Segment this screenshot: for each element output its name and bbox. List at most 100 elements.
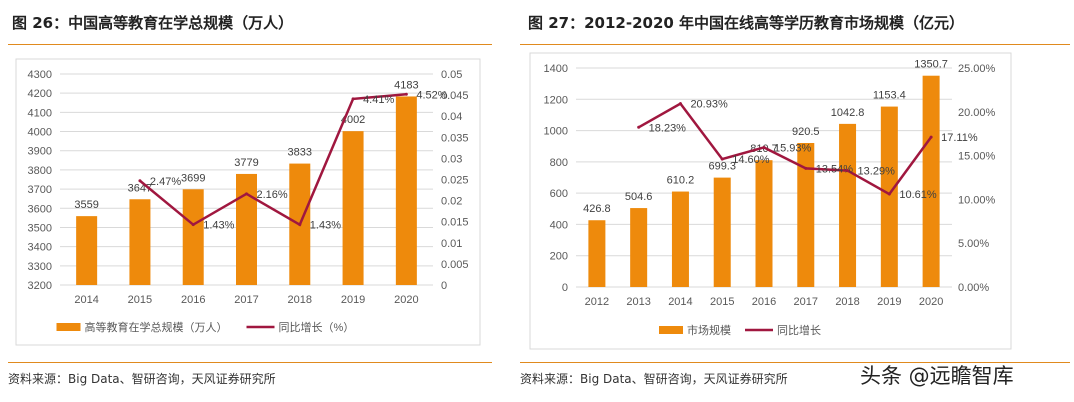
chart1-line-label: 2.47%: [150, 176, 181, 188]
chart2-left-tick-label: 1200: [544, 94, 568, 106]
chart1-bar-label: 3833: [288, 147, 312, 159]
chart2-line-point: [678, 102, 682, 106]
chart2-left-tick-label: 800: [550, 157, 568, 169]
chart1-right-tick-label: 0.03: [441, 153, 462, 165]
chart1-right-tick-label: 0.035: [441, 132, 469, 144]
chart2-bar: [671, 191, 689, 287]
chart1-x-tick-label: 2019: [341, 294, 365, 306]
chart1-legend-bar-label: 高等教育在学总规模（万人）: [85, 320, 228, 334]
chart1-right-tick-label: 0.025: [441, 175, 469, 187]
chart2-left-tick-label: 200: [550, 251, 568, 263]
chart1-x-tick-label: 2020: [394, 294, 418, 306]
left-chart-title: 图 26：中国高等教育在学总规模（万人）: [12, 14, 294, 32]
chart2-bar-label: 504.6: [625, 191, 653, 203]
chart1-x-tick-label: 2014: [74, 294, 98, 306]
chart2-right-tick-label: 10.00%: [958, 194, 996, 206]
chart2-right-tick-label: 15.00%: [958, 151, 996, 163]
chart2-line-point: [846, 169, 850, 173]
chart1-left-tick-label: 4000: [28, 127, 52, 139]
chart1-x-tick-label: 2015: [128, 294, 152, 306]
chart2-bar-label: 610.2: [667, 175, 695, 187]
chart2-bar-label: 426.8: [583, 203, 611, 215]
chart1-line-label: 1.43%: [310, 220, 341, 232]
chart2-bar-label: 1153.4: [873, 90, 906, 102]
chart2-left-tick-label: 1000: [544, 126, 568, 138]
chart2-right-tick-label: 20.00%: [958, 107, 996, 119]
chart1-left-tick-label: 3600: [28, 203, 52, 215]
chart2-line-point: [887, 192, 891, 196]
chart2-x-tick-label: 2019: [877, 296, 901, 308]
right-source: 资料来源：Big Data、智研咨询，天风证券研究所: [520, 372, 788, 386]
chart1-left-tick-label: 3300: [28, 261, 52, 273]
chart1-growth-line: [139, 93, 407, 227]
chart1-x-tick-label: 2016: [181, 294, 205, 306]
chart2-x-tick-label: 2020: [919, 296, 943, 308]
chart1-left-tick-label: 3500: [28, 222, 52, 234]
chart1-bar: [395, 96, 417, 286]
chart2-left-tick-label: 400: [550, 219, 568, 231]
chart2-line-label: 15.93%: [774, 142, 812, 154]
chart2-line-label: 13.54%: [816, 163, 854, 175]
chart2-bar-label: 699.3: [708, 161, 736, 173]
chart1-legend-line-label: 同比增长（%）: [279, 320, 355, 334]
chart1-bar: [236, 173, 257, 285]
chart2-x-tick-label: 2013: [626, 296, 650, 308]
chart2-line-point: [720, 157, 724, 161]
chart1-line-point: [351, 97, 355, 101]
chart1-right-tick-label: 0.02: [441, 196, 462, 208]
chart2-line-label: 18.23%: [649, 122, 687, 134]
chart1-right-tick-label: 0.04: [441, 111, 462, 123]
left-source: 资料来源：Big Data、智研咨询，天风证券研究所: [8, 372, 276, 386]
chart1-x-tick-label: 2018: [288, 294, 312, 306]
chart2-line-label: 20.93%: [690, 99, 728, 111]
left-title-rule: [8, 44, 492, 45]
chart1-left-tick-label: 4300: [28, 69, 52, 81]
chart2-bar: [797, 143, 815, 287]
chart1-line-label: 2.16%: [257, 189, 288, 201]
chart1-line-point: [298, 223, 302, 227]
chart1-line-label: 4.52%: [416, 89, 447, 101]
chart1-bar: [342, 131, 364, 285]
chart1-left-tick-label: 3200: [28, 280, 52, 292]
chart2-line-point: [762, 145, 766, 149]
chart2-bar: [713, 177, 731, 287]
chart1-legend-bar-swatch: [56, 323, 81, 331]
chart1-bar-label: 3699: [181, 172, 205, 184]
chart2-legend-bar-swatch: [659, 326, 683, 334]
chart2-bar: [630, 208, 648, 287]
chart1-right-tick-label: 0.005: [441, 259, 469, 271]
chart1-bar-label: 3779: [234, 157, 258, 169]
left-source-rule: [8, 362, 492, 363]
chart1-bar: [129, 199, 151, 285]
chart1-right-tick-label: 0: [441, 280, 447, 292]
chart1-left-tick-label: 3900: [28, 146, 52, 158]
chart2-x-tick-label: 2017: [794, 296, 818, 308]
chart1-bar: [76, 216, 98, 285]
chart1-left-tick-label: 4100: [28, 107, 52, 119]
right-source-rule: [520, 362, 1070, 363]
chart1-line-label: 4.41%: [363, 94, 394, 106]
chart2-line-label: 13.29%: [858, 166, 896, 178]
chart1-left-tick-label: 3400: [28, 242, 52, 254]
chart2-left-tick-label: 600: [550, 188, 568, 200]
chart2-bar-label: 1042.8: [831, 107, 865, 119]
chart2-x-tick-label: 2014: [668, 296, 692, 308]
chart2-x-tick-label: 2018: [835, 296, 859, 308]
chart1-x-tick-label: 2017: [234, 294, 258, 306]
chart1-bar-label: 4002: [341, 114, 365, 126]
chart2-legend-line-label: 同比增长: [777, 323, 821, 337]
chart2-bar-label: 1350.7: [914, 59, 948, 71]
chart1-right-tick-label: 0.015: [441, 217, 469, 229]
chart1-line-point: [245, 192, 248, 196]
chart1-right-tick-label: 0.05: [441, 69, 462, 81]
chart2-growth-line: [638, 102, 933, 196]
chart2-line-label: 10.61%: [899, 189, 937, 201]
chart1-left-tick-label: 3800: [28, 165, 52, 177]
chart2-left-tick-label: 0: [562, 282, 568, 294]
chart1-right-tick-label: 0.01: [441, 238, 462, 250]
chart1-line-label: 1.43%: [203, 220, 234, 232]
chart2-bar: [922, 75, 940, 287]
chart2-bar-label: 920.5: [792, 126, 820, 138]
chart1-bar-label: 4183: [394, 79, 418, 91]
